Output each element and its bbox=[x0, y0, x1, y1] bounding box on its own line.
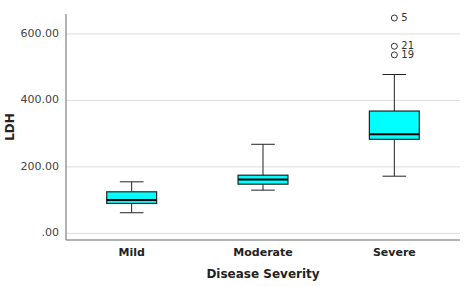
chart: .00 200.00 400.00 600.00 Mild Moderate Severe D… bbox=[0, 0, 474, 286]
whisker-high bbox=[383, 74, 407, 111]
x-tick-label: Mild bbox=[118, 246, 144, 259]
whisker-high bbox=[251, 144, 275, 175]
whisker-low bbox=[251, 184, 275, 190]
median bbox=[238, 179, 288, 181]
grid bbox=[66, 34, 460, 233]
x-tick-label: Severe bbox=[373, 246, 416, 259]
x-axis-title: Disease Severity bbox=[206, 267, 319, 281]
outlier-label: 5 bbox=[401, 12, 407, 23]
outlier bbox=[391, 15, 397, 21]
median bbox=[369, 133, 419, 135]
outlier bbox=[391, 43, 397, 49]
box bbox=[107, 192, 157, 204]
median bbox=[107, 199, 157, 201]
outlier-label: 21 bbox=[401, 40, 414, 51]
y-tick-label: 400.00 bbox=[21, 93, 60, 106]
grid-line bbox=[66, 33, 460, 34]
boxes bbox=[107, 15, 420, 213]
y-axis-line bbox=[66, 14, 67, 240]
grid-line bbox=[66, 233, 460, 234]
y-tick-label: .00 bbox=[42, 226, 60, 239]
whisker-low bbox=[383, 139, 407, 176]
whisker-low bbox=[120, 203, 144, 212]
x-axis-line bbox=[66, 240, 460, 241]
y-tick-label: 600.00 bbox=[21, 27, 60, 40]
outlier bbox=[391, 52, 397, 58]
x-tick-label: Moderate bbox=[233, 246, 292, 259]
whisker-high bbox=[120, 182, 144, 192]
box bbox=[369, 111, 419, 139]
y-tick-label: 200.00 bbox=[21, 160, 60, 173]
box bbox=[238, 175, 288, 184]
y-axis-title: LDH bbox=[3, 113, 17, 141]
grid-line bbox=[66, 100, 460, 101]
outlier-labels: 19215 bbox=[401, 12, 414, 60]
